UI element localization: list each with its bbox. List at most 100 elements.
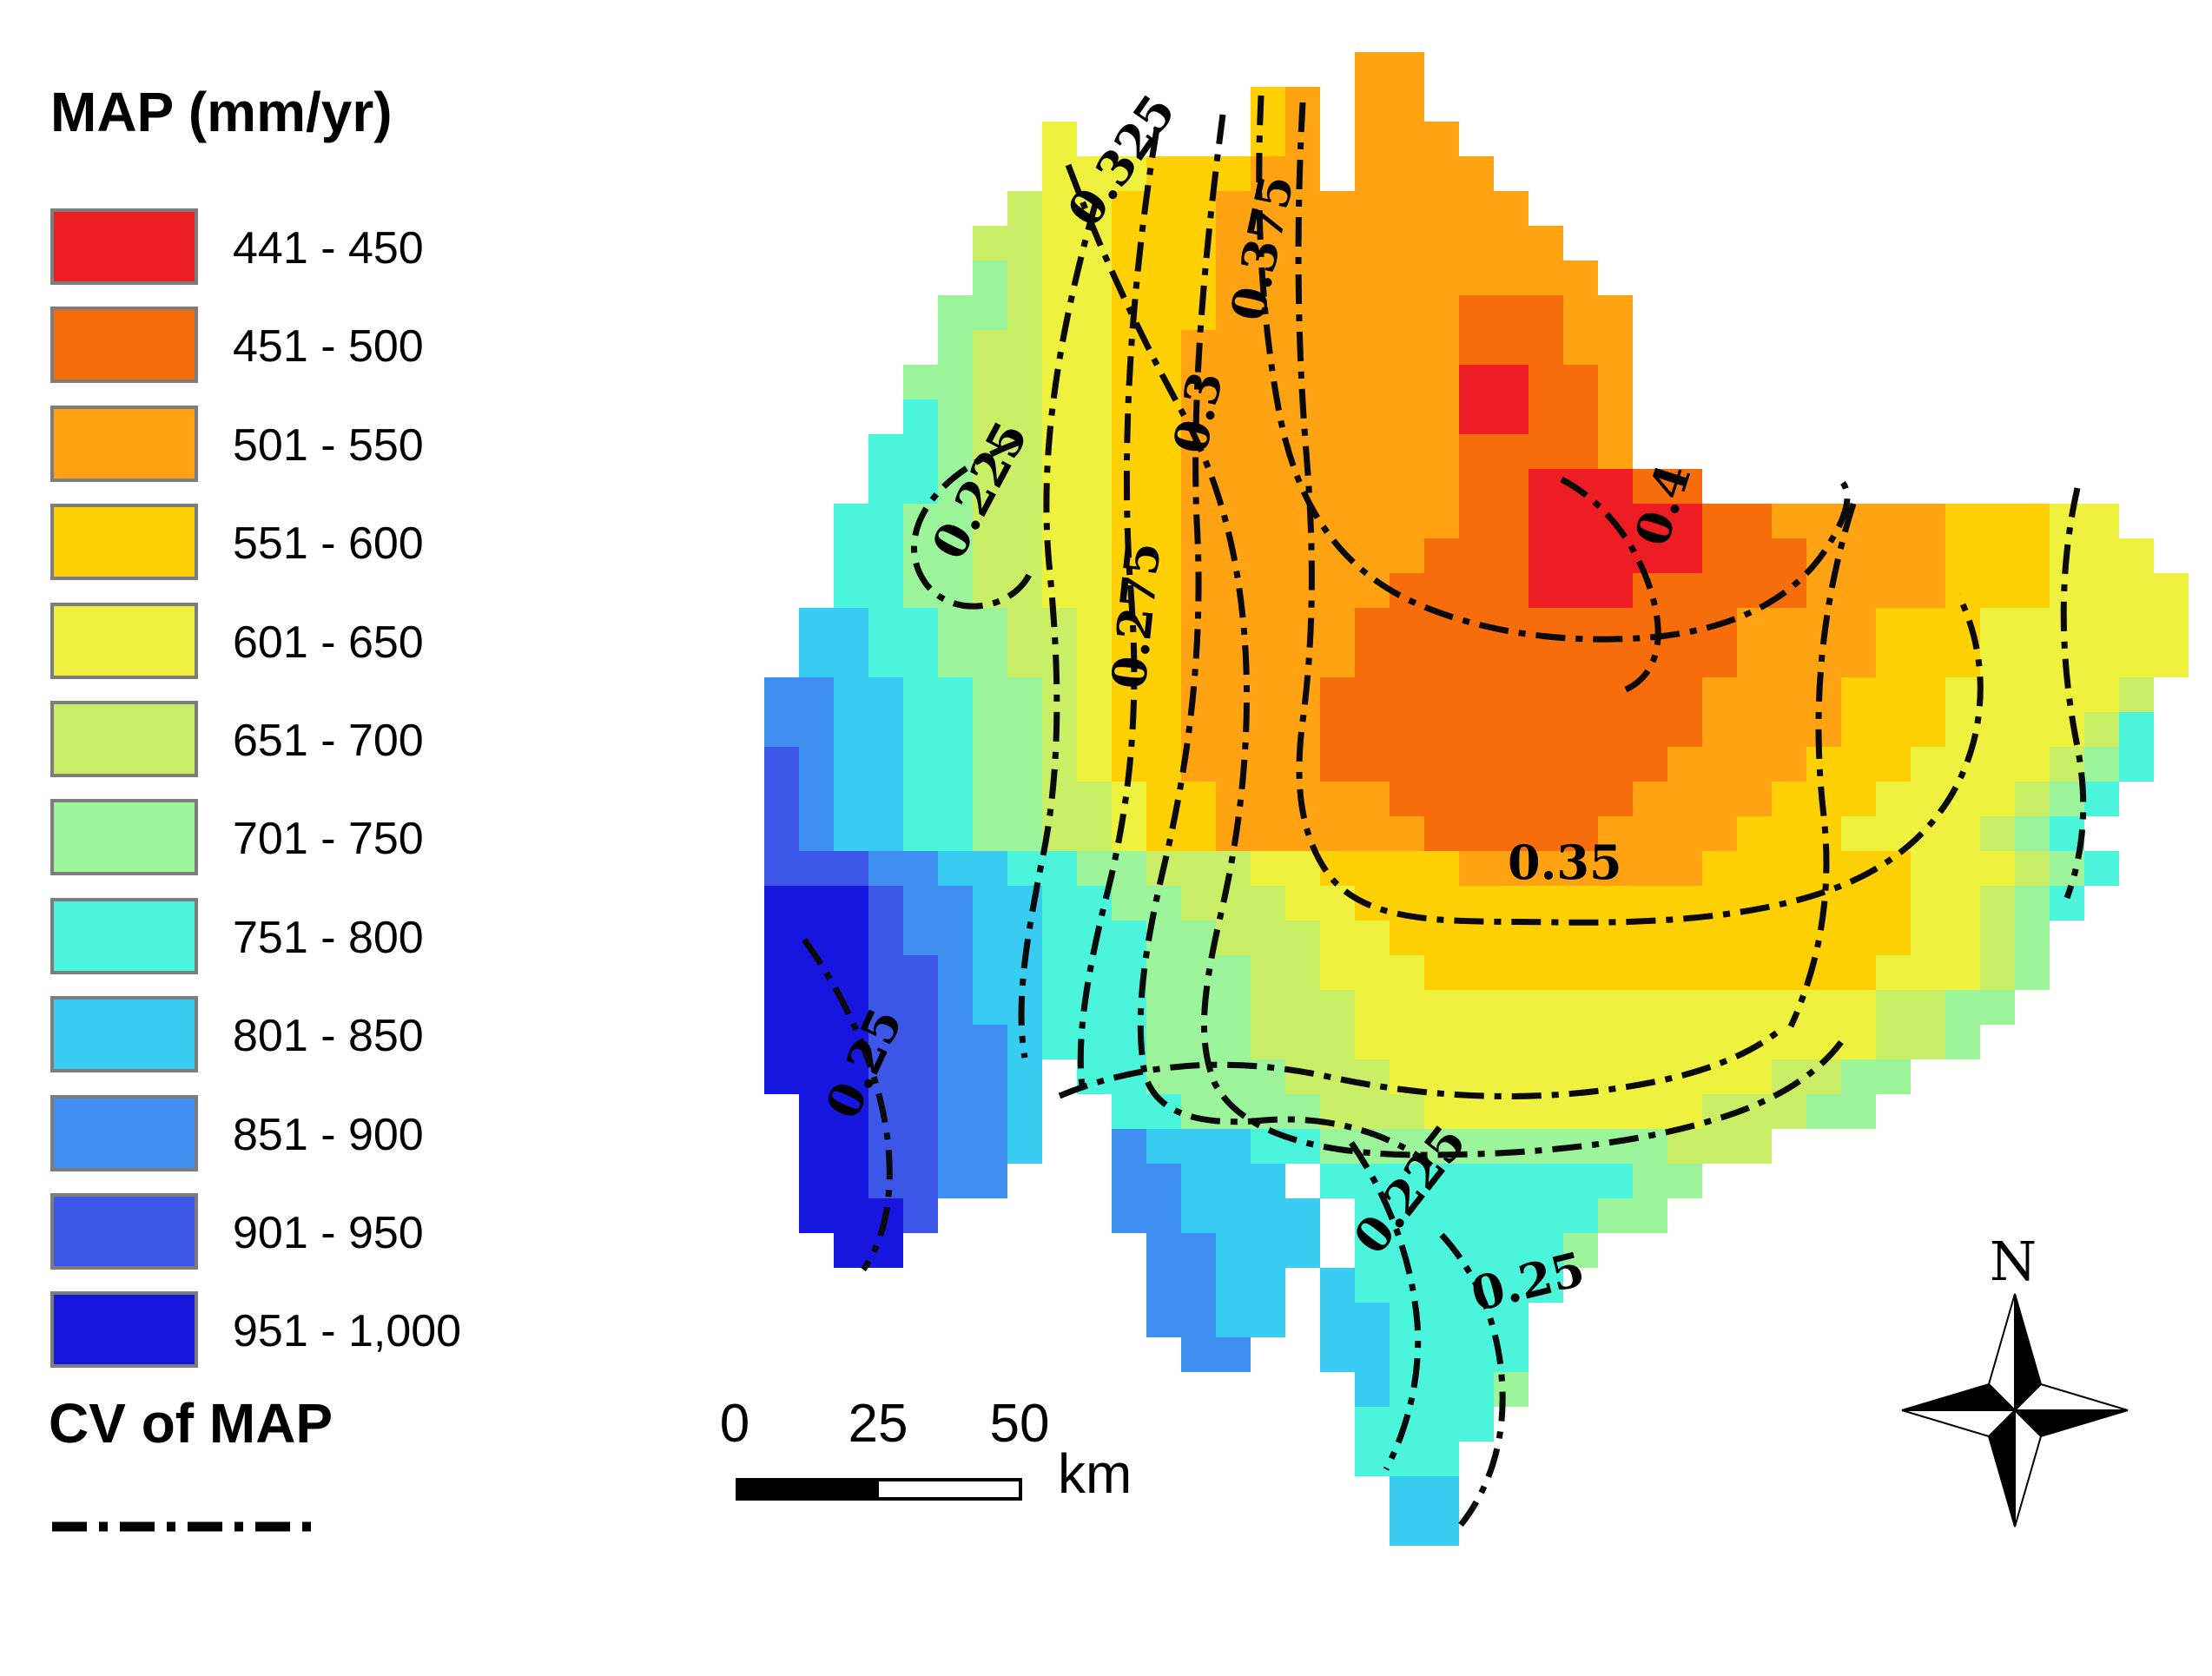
map-cell-band-f — [1285, 1059, 1390, 1094]
map-cell-band-g — [973, 816, 1042, 851]
map-cell-band-e — [1077, 608, 1112, 643]
map-cell-band-b — [1459, 504, 1529, 538]
map-cell-band-b — [1320, 677, 1702, 712]
map-cell-band-e — [1112, 816, 1146, 851]
map-cell-band-i — [938, 851, 1007, 886]
map-cell-band-f — [2015, 782, 2050, 816]
map-cell-band-b — [1529, 399, 1598, 434]
map-cell-band-d — [1841, 677, 1945, 712]
map-cell-band-l — [764, 990, 868, 1025]
map-cell-band-e — [2050, 573, 2189, 608]
cv-contour-layer — [802, 95, 2087, 1528]
map-cell-band-j — [903, 920, 973, 955]
map-cell-band-c — [1181, 538, 1424, 573]
map-cell-band-e — [1911, 747, 2050, 782]
cv-contour-0.325 — [1065, 163, 1844, 1158]
legend-swatch-441-450 — [50, 208, 198, 285]
map-cell-band-l — [799, 1164, 868, 1198]
map-cell-band-f — [973, 573, 1042, 608]
cv-contour-0.225 — [1349, 1141, 1422, 1471]
map-cell-band-d — [1146, 156, 1251, 191]
map-cell-band-e — [2050, 504, 2119, 538]
map-cell-band-i — [973, 955, 1042, 990]
map-cell-band-j — [1112, 1129, 1146, 1164]
map-cell-band-h — [834, 573, 903, 608]
scalebar-filled-half — [739, 1481, 879, 1497]
scalebar — [736, 1478, 1022, 1501]
map-cell-band-i — [834, 712, 903, 747]
map-cell-band-h — [2084, 851, 2119, 886]
map-cell-band-h — [903, 816, 973, 851]
map-cell-band-j — [938, 1129, 1007, 1164]
map-cell-band-j — [938, 1164, 1007, 1198]
map-cell-band-f — [1320, 1094, 1424, 1129]
map-cell-band-e — [1042, 469, 1112, 504]
map-cell-band-j — [1112, 1198, 1181, 1233]
map-cell-band-g — [1146, 1025, 1251, 1059]
map-cell-band-k — [764, 782, 799, 816]
map-cell-band-l — [764, 1059, 868, 1094]
map-cell-band-b — [1459, 434, 1598, 469]
map-cell-band-g — [938, 295, 1007, 330]
map-cell-band-c — [1181, 434, 1459, 469]
map-cell-band-d — [1841, 712, 1945, 747]
map-cell-band-g — [2015, 920, 2050, 955]
map-cell-band-h — [2119, 712, 2154, 747]
legend-label: 801 - 850 — [233, 1011, 424, 1062]
map-cell-band-c — [1216, 261, 1598, 295]
legend-label: 501 - 550 — [233, 419, 424, 471]
map-cell-band-i — [1355, 1372, 1390, 1407]
map-cell-band-h — [1390, 1337, 1529, 1372]
map-cell-band-a — [1529, 573, 1633, 608]
map-cell-band-j — [1146, 1233, 1216, 1268]
map-cell-band-h — [868, 643, 938, 677]
scalebar-tick-25: 25 — [848, 1394, 908, 1454]
map-cell-band-e — [1285, 886, 1355, 920]
map-cell-band-e — [1876, 955, 1980, 990]
cv-contour — [1787, 502, 1857, 1028]
legend-label: 901 - 950 — [233, 1208, 424, 1258]
map-cell-band-i — [973, 886, 1042, 920]
map-cell-band-b — [1633, 573, 1806, 608]
map-cell-band-j — [1146, 1303, 1216, 1337]
map-cell-band-f — [1980, 886, 2015, 920]
map-cell-band-j — [799, 816, 834, 851]
map-cell-band-f — [2015, 851, 2050, 886]
map-cell-band-j — [799, 782, 834, 816]
map-cell-band-d — [1702, 851, 1911, 886]
map-cell-band-g — [1146, 955, 1251, 990]
map-cell-band-e — [1945, 677, 2119, 712]
map-cell-band-b — [1320, 712, 1702, 747]
legend-label: 851 - 900 — [233, 1109, 424, 1160]
map-cell-band-h — [868, 469, 938, 504]
map-cell-band-f — [1216, 920, 1320, 955]
map-cell-band-c — [1216, 191, 1529, 226]
legend-label: 701 - 750 — [233, 814, 424, 865]
map-cell-band-c — [1737, 608, 1876, 643]
map-cell-band-f — [973, 434, 1042, 469]
map-cell-band-g — [2015, 955, 2050, 990]
map-cell-band-f — [1980, 955, 2015, 990]
map-cell-band-g — [938, 643, 1007, 677]
map-cell-band-c — [1181, 469, 1459, 504]
map-cell-band-l — [764, 1025, 868, 1059]
legend-swatch-501-550 — [50, 405, 198, 482]
map-cell-band-f — [2119, 677, 2154, 712]
map-cell-band-i — [1320, 1337, 1390, 1372]
map-cell-band-j — [938, 1094, 1007, 1129]
map-cell-band-c — [1598, 434, 1633, 469]
map-cell-band-d — [1251, 122, 1285, 156]
map-cell-band-f — [1980, 816, 2015, 851]
map-cell-band-e — [1911, 886, 1980, 920]
map-cell-band-d — [1112, 191, 1216, 226]
map-cell-band-f — [1980, 920, 2015, 955]
map-cell-band-c — [1355, 156, 1494, 191]
map-cell-band-k — [868, 1059, 938, 1094]
legend-swatch-601-650 — [50, 602, 198, 679]
map-cell-band-f — [1251, 1025, 1355, 1059]
map-cell-band-k — [764, 816, 799, 851]
map-cell-band-c — [1598, 399, 1633, 434]
map-cell-band-i — [1320, 1303, 1390, 1337]
map-cell-band-c — [1806, 538, 1945, 573]
map-cell-band-g — [1633, 1164, 1702, 1198]
